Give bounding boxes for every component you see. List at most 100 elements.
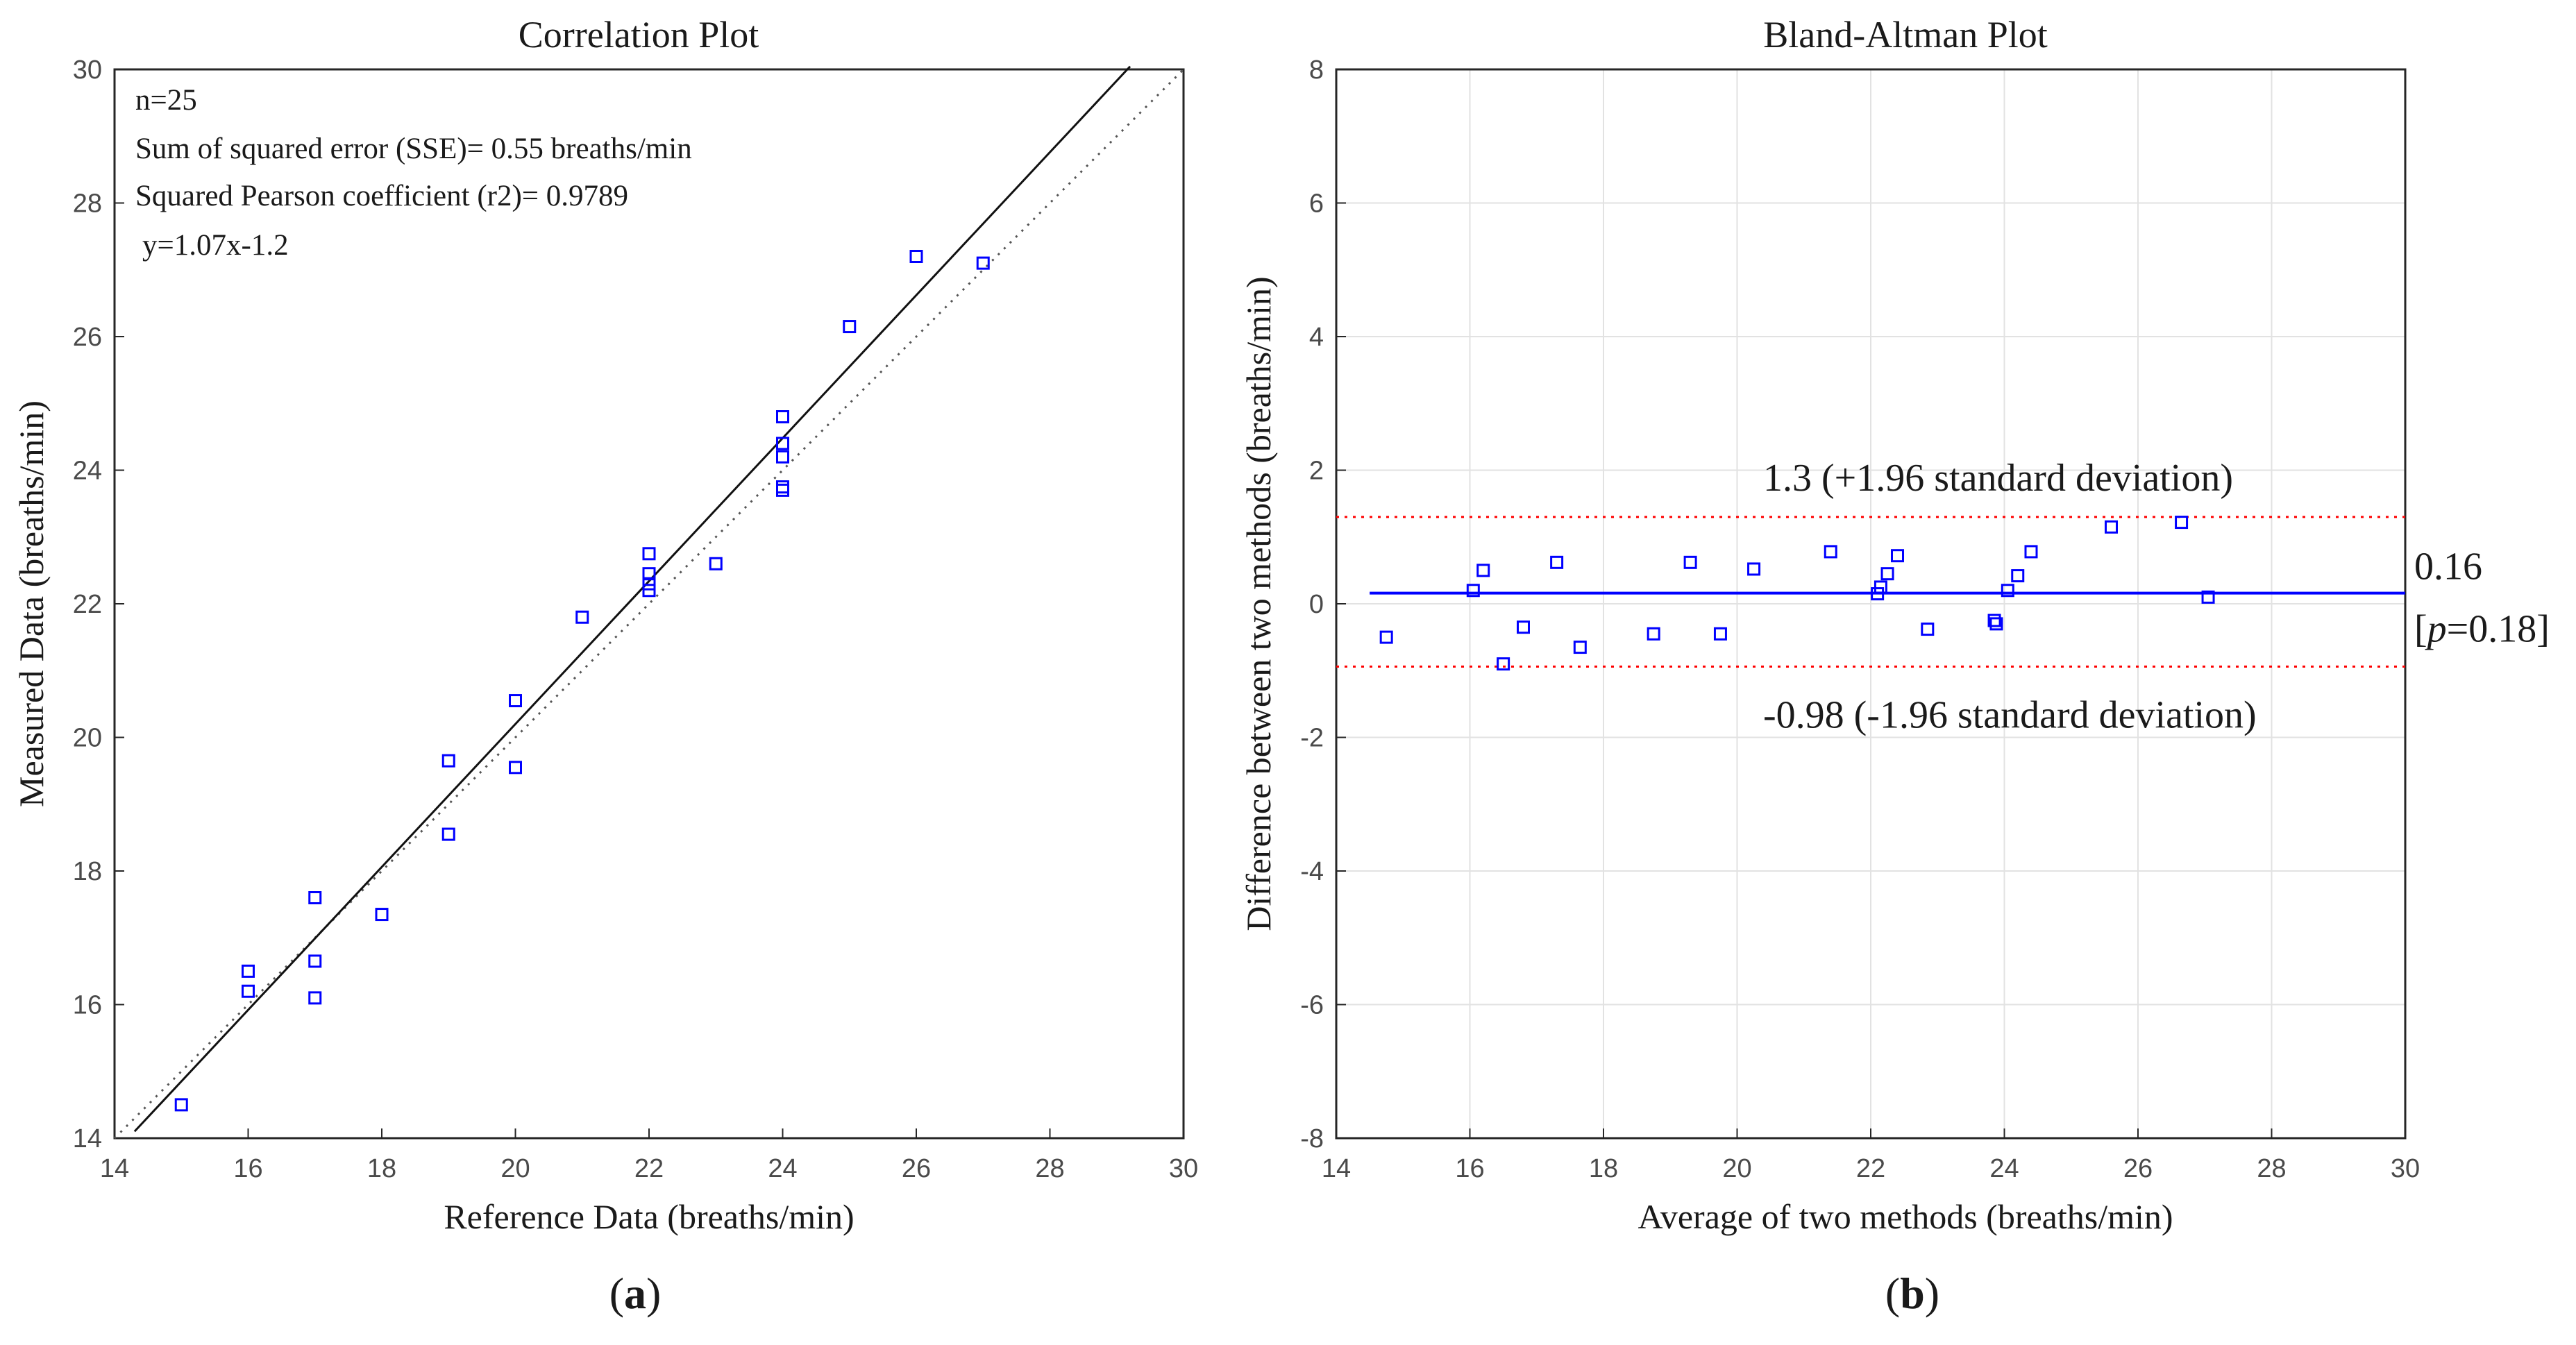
panel-letter-a: a	[624, 1269, 646, 1318]
x-tick-label: 30	[2391, 1154, 2420, 1183]
data-point	[1713, 627, 1727, 641]
data-point	[308, 891, 322, 904]
data-point	[642, 547, 656, 561]
data-point	[242, 964, 255, 978]
y-tick-label: 20	[73, 724, 102, 753]
mean-value-label: 0.16	[2414, 545, 2482, 589]
annotation-n: n=25	[135, 84, 197, 117]
y-tick-label: 14	[73, 1124, 102, 1153]
x-tick-label: 22	[634, 1154, 664, 1183]
data-point	[2001, 584, 2014, 598]
bland-altman-grid	[1336, 69, 2405, 1138]
y-tick-label: 22	[73, 590, 102, 619]
y-tick-label: -8	[1300, 1124, 1324, 1153]
data-point	[776, 437, 789, 450]
data-point	[642, 584, 656, 598]
data-point	[1476, 564, 1490, 577]
identity-line	[113, 68, 1185, 1140]
y-tick-label: 16	[73, 991, 102, 1020]
x-tick-label: 16	[233, 1154, 262, 1183]
data-point	[2024, 545, 2038, 559]
bland-altman-x-ticks: 14 16 18 20 22 24 26 28 30	[1322, 1128, 2420, 1183]
lower-limit-label: -0.98 (-1.96 standard deviation)	[1763, 693, 2257, 736]
data-point	[976, 256, 990, 270]
p-value-open-bracket: [	[2414, 608, 2427, 651]
bland-altman-title: Bland-Altman Plot	[1763, 14, 2047, 56]
bland-altman-x-label: Average of two methods (breaths/min)	[1638, 1197, 2173, 1236]
data-point	[1683, 555, 1697, 569]
fit-line	[133, 65, 1131, 1133]
data-point	[2175, 516, 2189, 530]
panel-label-b: (b)	[1885, 1269, 1939, 1318]
y-tick-label: 0	[1309, 590, 1324, 619]
annotation-r2: Squared Pearson coefficient (r2)= 0.9789	[135, 180, 628, 212]
data-point	[509, 694, 522, 708]
data-point	[642, 567, 656, 581]
bland-altman-y-ticks: -8 -6 -4 -2 0 2 4 6 8	[1300, 56, 1346, 1153]
bland-altman-y-label: Difference between two methods (breaths/…	[1239, 276, 1278, 931]
correlation-x-ticks: 14 16 18 20 22 24 26 28 30	[100, 1128, 1198, 1183]
y-tick-label: 30	[73, 56, 102, 85]
data-point	[843, 320, 857, 334]
x-tick-label: 14	[100, 1154, 129, 1183]
data-point	[1891, 549, 1904, 563]
x-tick-label: 16	[1455, 1154, 1484, 1183]
x-tick-label: 18	[367, 1154, 396, 1183]
panel-letter-b: b	[1900, 1269, 1925, 1318]
data-point	[509, 761, 522, 775]
data-point	[1466, 584, 1480, 598]
data-point	[2201, 590, 2215, 604]
data-point	[1824, 545, 1837, 559]
y-tick-label: 8	[1309, 56, 1324, 85]
data-point	[1747, 562, 1761, 576]
correlation-points	[174, 250, 990, 1112]
annotation-sse: Sum of squared error (SSE)= 0.55 breaths…	[135, 133, 692, 165]
p-value-symbol: p	[2425, 608, 2447, 651]
data-point	[1874, 580, 1887, 594]
data-point	[776, 410, 789, 423]
x-tick-label: 26	[902, 1154, 931, 1183]
data-point	[1987, 614, 2001, 627]
data-point	[909, 250, 923, 263]
data-point	[776, 450, 789, 464]
annotation-equation: y=1.07x-1.2	[142, 229, 289, 262]
x-tick-label: 18	[1589, 1154, 1618, 1183]
y-tick-label: 4	[1309, 323, 1324, 352]
data-point	[441, 754, 455, 768]
x-tick-label: 26	[2123, 1154, 2153, 1183]
correlation-plot: Correlation Plot 14 16 18 20 22 24 26 28 30 14 16…	[12, 14, 1198, 1318]
data-point	[1550, 555, 1564, 569]
y-tick-label: -2	[1300, 724, 1324, 753]
data-point	[575, 610, 589, 624]
data-point	[1647, 627, 1660, 641]
data-point	[1871, 587, 1885, 601]
data-point	[1880, 567, 1894, 581]
data-point	[308, 991, 322, 1005]
data-point	[441, 827, 455, 841]
x-tick-label: 20	[1722, 1154, 1751, 1183]
data-point	[2105, 520, 2118, 534]
y-tick-label: -6	[1300, 991, 1324, 1020]
x-tick-label: 20	[500, 1154, 530, 1183]
data-point	[776, 483, 789, 497]
data-point	[308, 954, 322, 968]
data-point	[1497, 657, 1510, 671]
correlation-x-label: Reference Data (breaths/min)	[444, 1197, 854, 1236]
x-tick-label: 24	[768, 1154, 797, 1183]
data-point	[375, 908, 389, 922]
data-point	[1517, 620, 1530, 634]
x-tick-label: 24	[1989, 1154, 2019, 1183]
x-tick-label: 14	[1322, 1154, 1351, 1183]
y-tick-label: 28	[73, 189, 102, 219]
y-tick-label: 18	[73, 857, 102, 886]
data-point	[1573, 641, 1587, 654]
data-point	[709, 557, 723, 570]
x-tick-label: 28	[1035, 1154, 1064, 1183]
x-tick-label: 28	[2257, 1154, 2286, 1183]
p-value-number: =0.18]	[2447, 608, 2550, 651]
x-tick-label: 30	[1169, 1154, 1198, 1183]
data-point	[174, 1098, 188, 1112]
correlation-plot-title: Correlation Plot	[519, 14, 759, 56]
data-point	[2011, 569, 2025, 583]
